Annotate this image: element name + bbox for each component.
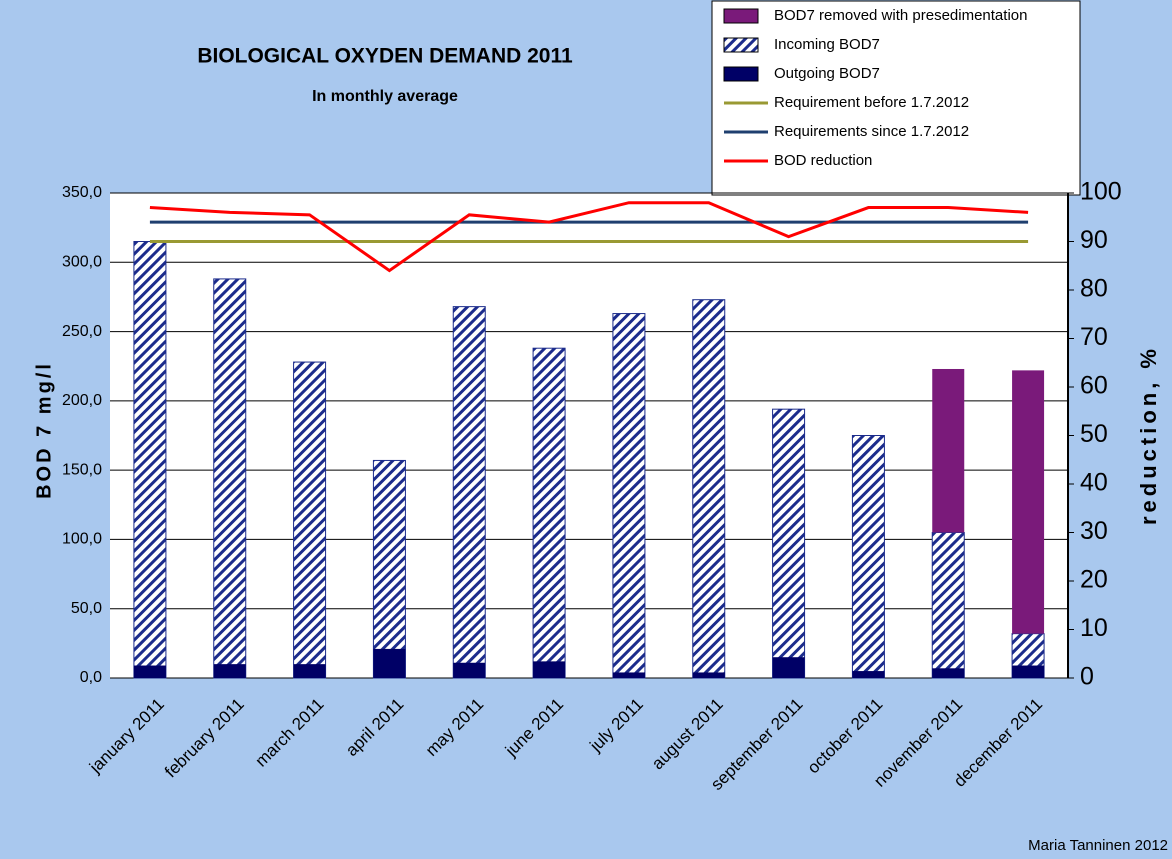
- bar: [293, 664, 326, 678]
- bar: [453, 662, 486, 678]
- bar: [612, 313, 646, 679]
- y2-tick-label: 40: [1080, 469, 1108, 497]
- y2-axis-label: reduction, %: [1136, 345, 1161, 525]
- y-tick-label: 100,0: [62, 531, 102, 548]
- line-series: [149, 201, 1029, 273]
- bar: [692, 299, 726, 679]
- y2-tick-label: 70: [1080, 323, 1108, 351]
- bar: [452, 306, 486, 679]
- y2-tick-label: 10: [1080, 614, 1108, 642]
- bar: [932, 668, 965, 678]
- y2-tick-label: 100: [1080, 178, 1122, 206]
- bar: [373, 648, 406, 678]
- legend-label: Requirements since 1.7.2012: [774, 123, 969, 140]
- bar: [852, 671, 885, 678]
- legend-label: Incoming BOD7: [774, 36, 880, 53]
- y2-tick-label: 30: [1080, 517, 1108, 545]
- y-tick-label: 350,0: [62, 184, 102, 201]
- bar: [213, 664, 246, 678]
- x-tick-label: february 2011: [161, 695, 248, 782]
- y-axis-label: BOD 7 mg/l: [33, 361, 55, 499]
- y-tick-label: 0,0: [80, 669, 102, 686]
- y-tick-label: 200,0: [62, 392, 102, 409]
- bar: [1012, 370, 1045, 634]
- legend-label: BOD7 removed with presedimentation: [774, 7, 1027, 24]
- plot-area: [110, 193, 1068, 678]
- x-tick-label: march 2011: [252, 695, 328, 771]
- chart-subtitle: In monthly average: [312, 88, 458, 105]
- bar: [293, 361, 327, 679]
- bar: [612, 672, 645, 678]
- y2-tick-label: 50: [1080, 420, 1108, 448]
- x-tick-label: june 2011: [501, 695, 567, 761]
- legend-swatch: [723, 66, 759, 82]
- x-tick-label: april 2011: [342, 695, 407, 760]
- chart-title: BIOLOGICAL OXYDEN DEMAND 2011: [197, 45, 573, 68]
- bar: [133, 665, 166, 678]
- legend: [711, 0, 1081, 196]
- y-tick-label: 50,0: [71, 600, 102, 617]
- legend-swatch: [723, 8, 759, 24]
- footer: Maria Tanninen 2012: [1028, 837, 1168, 854]
- x-tick-label: may 2011: [422, 695, 487, 760]
- legend-label: Outgoing BOD7: [774, 65, 880, 82]
- x-tick-label: august 2011: [648, 695, 727, 774]
- bar: [532, 347, 566, 679]
- y2-tick-label: 0: [1080, 663, 1094, 691]
- y-tick-label: 250,0: [62, 323, 102, 340]
- y2-tick-label: 90: [1080, 226, 1108, 254]
- legend-label: Requirement before 1.7.2012: [774, 94, 969, 111]
- bar: [533, 661, 566, 678]
- y2-tick-label: 20: [1080, 566, 1108, 594]
- bar: [213, 278, 247, 679]
- y2-tick-label: 80: [1080, 275, 1108, 303]
- bar: [772, 408, 806, 679]
- bar: [692, 672, 725, 678]
- bar: [372, 459, 406, 679]
- y2-tick-label: 60: [1080, 372, 1108, 400]
- legend-label: BOD reduction: [774, 152, 872, 169]
- legend-swatch: [723, 37, 759, 53]
- bar: [772, 657, 805, 678]
- bar: [133, 241, 167, 679]
- bar: [932, 368, 965, 533]
- bar: [931, 532, 965, 679]
- bar: [1012, 665, 1045, 678]
- x-tick-label: january 2011: [85, 695, 168, 778]
- y-tick-label: 150,0: [62, 461, 102, 478]
- y-tick-label: 300,0: [62, 254, 102, 271]
- bar: [851, 435, 885, 679]
- x-tick-label: october 2011: [804, 695, 887, 778]
- x-tick-label: july 2011: [586, 695, 647, 756]
